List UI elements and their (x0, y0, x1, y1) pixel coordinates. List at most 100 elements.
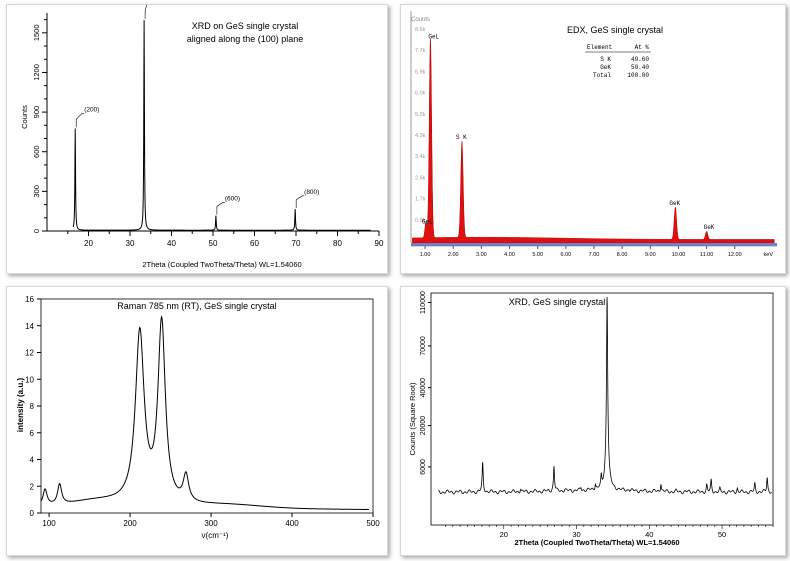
raman-xlabel: ν(cm⁻¹) (202, 531, 229, 540)
xrd-100-peak-leader (144, 5, 147, 19)
raman-xtick-label: 100 (42, 519, 56, 528)
raman-ytick-label: 6 (30, 429, 35, 438)
edx-ytick-label: 3.4k (415, 154, 426, 160)
xrd-100-ytick-label: 1500 (32, 24, 41, 41)
xrd-100-xtick-label: 90 (375, 239, 384, 248)
raman-plot: 100 200 300 400 500 0 2 4 6 8 10 12 14 16 (25, 295, 380, 528)
xrd-100-xtick-label: 30 (126, 239, 135, 248)
edx-table-cell: S K (600, 56, 611, 63)
xrd-100-ytick-label: 900 (32, 106, 41, 119)
xrd-100-xlabel: 2Theta (Coupled TwoTheta/Theta) WL=1.540… (142, 260, 301, 269)
xrd-100-xtick-label: 20 (84, 239, 93, 248)
edx-ytick-label: 6.9k (415, 69, 426, 75)
xrd-powder-xlabel: 2Theta (Coupled TwoTheta/Theta) WL=1.540… (514, 538, 679, 547)
xrd-100-peak-leader (216, 202, 225, 215)
raman-panel: Raman 785 nm (RT), GeS single crystal ν(… (6, 286, 388, 556)
edx-xtick-label: 11.00 (700, 252, 713, 258)
edx-xtick-label: 2.00 (448, 252, 459, 258)
raman-ytick-label: 14 (25, 322, 34, 331)
raman-ytick-label: 16 (25, 295, 34, 304)
edx-plot: 0.9k 1.7k 2.6k 3.4k 4.3k 5.2k 6.0k 6.9k 7.7k 8.6k… (410, 11, 777, 258)
xrd-100-series-line (72, 20, 371, 231)
raman-ytick-label: 4 (30, 456, 35, 465)
edx-xtick-label: 1.00 (420, 252, 431, 258)
edx-peak-label: GeL (422, 218, 433, 225)
edx-xtick-label: 5.00 (532, 252, 543, 258)
xrd-100-xtick-label: 80 (333, 239, 342, 248)
edx-xtick-label: 10.00 (672, 252, 686, 258)
edx-xtick-label: 7.00 (589, 252, 600, 258)
edx-table-cell: 49.60 (631, 56, 649, 63)
xrd-100-xtick-label: 50 (209, 239, 218, 248)
xrd-100-peak-label: (600) (225, 195, 240, 202)
xrd-powder-ylabel: Counts (Square Root) (408, 382, 417, 455)
xrd-100-xtick-label: 40 (167, 239, 176, 248)
xrd-powder-series-line (438, 296, 772, 495)
raman-title: Raman 785 nm (RT), GeS single crystal (117, 301, 276, 311)
xrd-powder-ytick-label: 6000 (420, 459, 427, 475)
xrd-powder-xtick-label: 40 (645, 530, 653, 539)
xrd-100-ytick-label: 300 (32, 185, 41, 198)
raman-frame (40, 298, 374, 514)
raman-series-line (40, 314, 369, 510)
raman-ytick-label: 2 (30, 482, 35, 491)
xrd-powder-xtick-label: 30 (572, 530, 580, 539)
xrd-100-xtick-label: 60 (250, 239, 259, 248)
edx-chart: Counts EDX, GeS single crystal keV Eleme… (410, 11, 777, 258)
edx-xtick-label: 12.00 (728, 252, 742, 258)
edx-table-cell: Total (593, 72, 611, 79)
edx-table-cell: 50.40 (631, 64, 649, 71)
edx-series-area (412, 39, 775, 244)
xrd-powder-plot: 20 30 40 50 6000 20000 40000 70000 110000 (420, 291, 774, 539)
edx-ytick-label: 1.7k (415, 197, 426, 203)
xrd-100-ytick-label: 1200 (32, 64, 41, 81)
edx-axis-caption: Counts (411, 17, 430, 23)
edx-table-header: Element (587, 44, 612, 51)
xrd-100-plot: 20 30 40 50 60 70 80 90030060090012001500(200)(… (32, 5, 384, 248)
edx-ytick-label: 5.2k (415, 112, 426, 118)
edx-baseline-band (411, 243, 777, 246)
xrd-100-peak-label: (200) (84, 106, 99, 113)
edx-xtick-label: 4.00 (504, 252, 515, 258)
edx-table: Element At % S K 49.60 GeK 50.40 Total 100.00 (585, 44, 651, 79)
edx-ytick-label: 4.3k (415, 133, 426, 139)
edx-xtick-label: 8.00 (617, 252, 628, 258)
xrd-powder-title: XRD, GeS single crystal (509, 297, 606, 307)
raman-ytick-label: 12 (25, 349, 34, 358)
edx-peak-label: GeK (704, 224, 715, 231)
edx-table-cell: GeK (600, 64, 611, 71)
xrd-100-xtick-label: 70 (292, 239, 301, 248)
xrd-powder-panel: XRD, GeS single crystal 2Theta (Coupled … (400, 286, 786, 556)
xrd-powder-ytick-label: 20000 (420, 416, 427, 436)
xrd-powder-xtick-label: 50 (718, 530, 726, 539)
xrd-100-subtitle: aligned along the (100) plane (187, 34, 304, 44)
edx-ytick-label: 6.0k (415, 91, 426, 97)
edx-panel: Counts EDX, GeS single crystal keV Eleme… (400, 4, 786, 274)
xrd-100-peak-label: (800) (304, 189, 319, 196)
edx-table-cell: 100.00 (627, 72, 649, 79)
edx-peak-label: S K (456, 134, 467, 141)
xrd-100-ytick-label: 0 (32, 229, 41, 233)
raman-xtick-label: 300 (204, 519, 218, 528)
xrd-powder-frame (430, 292, 774, 526)
xrd-powder-ytick-label: 110000 (420, 291, 427, 314)
edx-xtick-label: 3.00 (476, 252, 487, 258)
xrd-100-panel: XRD on GeS single crystal aligned along … (6, 4, 388, 274)
raman-ytick-label: 0 (30, 509, 35, 518)
raman-ylabel: intensity (a.u.) (16, 378, 25, 433)
edx-title: EDX, GeS single crystal (567, 25, 663, 35)
edx-peak-label: GeK (669, 200, 680, 207)
edx-ytick-label: 0.9k (415, 218, 426, 224)
xrd-powder-ytick-label: 70000 (420, 336, 427, 356)
xrd-powder-chart: XRD, GeS single crystal 2Theta (Coupled … (408, 291, 774, 547)
xrd-100-peak-leader (295, 195, 305, 208)
xrd-100-ylabel: Counts (20, 105, 29, 129)
edx-ytick-label: 8.6k (415, 27, 426, 33)
raman-ytick-label: 8 (30, 402, 35, 411)
edx-ytick-label: 2.6k (415, 175, 426, 181)
raman-chart: Raman 785 nm (RT), GeS single crystal ν(… (16, 295, 380, 540)
xrd-100-chart: XRD on GeS single crystal aligned along … (20, 5, 384, 269)
raman-xtick-label: 500 (366, 519, 380, 528)
xrd-powder-xtick-label: 20 (500, 530, 508, 539)
edx-ytick-label: 7.7k (415, 48, 426, 54)
